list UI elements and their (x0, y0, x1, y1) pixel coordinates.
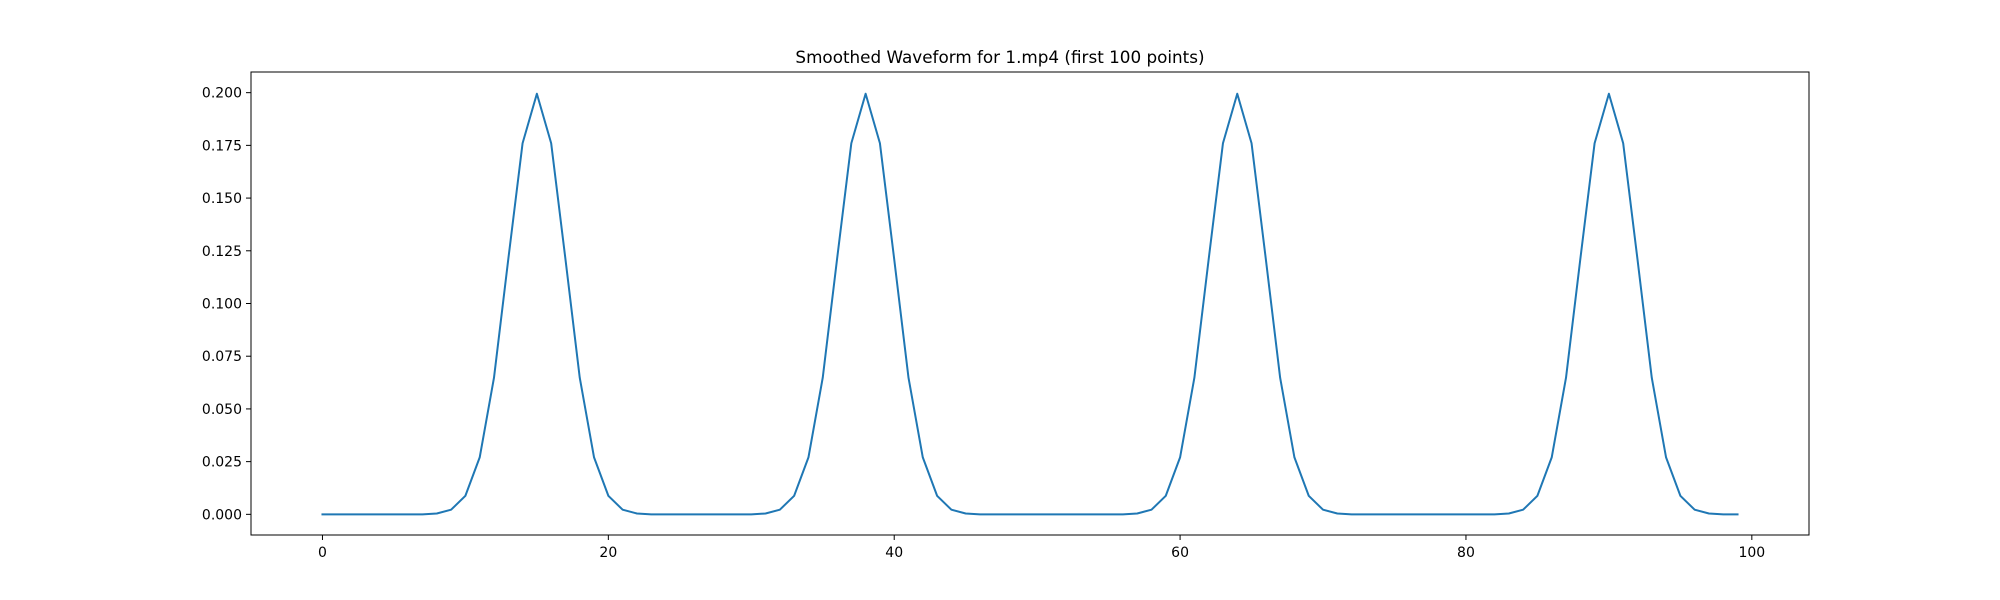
y-tick-label: 0.100 (202, 297, 242, 313)
axes-background (251, 72, 1809, 535)
x-tick-label: 20 (599, 545, 617, 561)
y-tick-label: 0.125 (202, 244, 242, 260)
y-tick-label: 0.075 (202, 349, 242, 365)
series-line-0 (321, 92, 1739, 516)
y-axis: 0.000 0.025 0.050 0.075 0.100 0.125 0.150 0.175… (202, 86, 251, 523)
y-tick-label: 0.050 (202, 402, 242, 418)
x-tick-label: 100 (1738, 545, 1765, 561)
series-layer (321, 92, 1739, 516)
y-tick-label: 0.025 (202, 455, 242, 471)
x-tick-label: 40 (885, 545, 903, 561)
x-tick-label: 0 (318, 545, 327, 561)
chart-title: Smoothed Waveform for 1.mp4 (first 100 p… (795, 47, 1204, 67)
y-tick-label: 0.175 (202, 138, 242, 154)
y-tick-label: 0.000 (202, 507, 242, 523)
y-tick-label: 0.150 (202, 191, 242, 207)
x-axis: 0 20 40 60 80 100 (318, 535, 1765, 561)
y-tick-label: 0.200 (202, 86, 242, 102)
x-tick-label: 80 (1457, 545, 1475, 561)
plot-area (250, 71, 1810, 536)
x-tick-label: 60 (1171, 545, 1189, 561)
